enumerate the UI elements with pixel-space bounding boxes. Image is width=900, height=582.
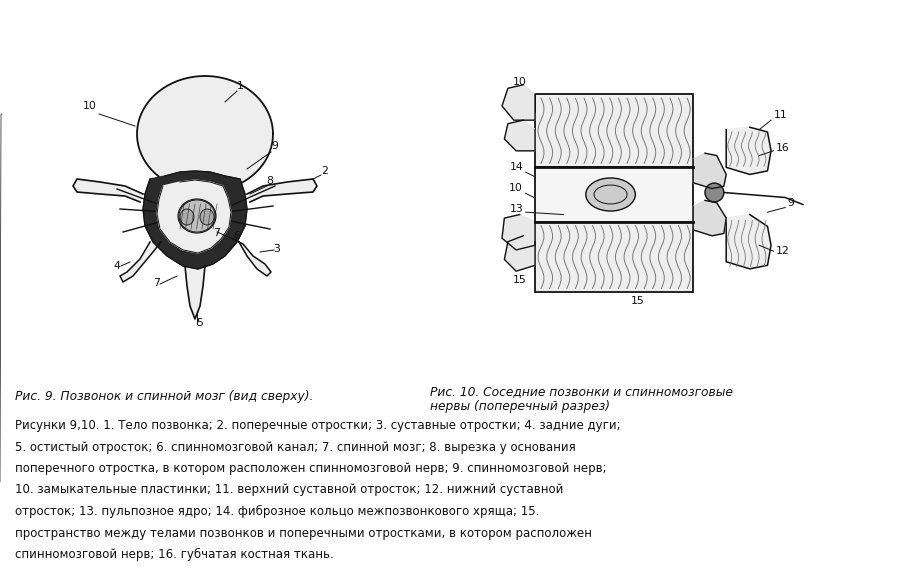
Polygon shape xyxy=(502,85,535,120)
Text: поперечного отростка, в котором расположен спинномозговой нерв; 9. спинномозгово: поперечного отростка, в котором располож… xyxy=(15,462,607,475)
Polygon shape xyxy=(120,242,161,282)
Text: 15: 15 xyxy=(631,296,644,306)
Ellipse shape xyxy=(705,183,724,202)
Text: 2: 2 xyxy=(321,166,328,176)
Text: Рис. 9. Позвонок и спинной мозг (вид сверху).: Рис. 9. Позвонок и спинной мозг (вид све… xyxy=(15,390,313,403)
Polygon shape xyxy=(535,222,693,292)
Polygon shape xyxy=(185,266,205,319)
Ellipse shape xyxy=(178,199,216,233)
Polygon shape xyxy=(233,239,271,276)
Text: Рис. 10. Соседние позвонки и спинномозговые
нервы (поперечный разрез): Рис. 10. Соседние позвонки и спинномозго… xyxy=(430,385,733,413)
Polygon shape xyxy=(157,180,231,253)
Polygon shape xyxy=(247,179,317,202)
Ellipse shape xyxy=(200,209,214,225)
Text: 3: 3 xyxy=(274,244,281,254)
Text: Рисунки 9,10. 1. Тело позвонка; 2. поперечные отростки; 3. суставные отростки; 4: Рисунки 9,10. 1. Тело позвонка; 2. попер… xyxy=(15,419,621,432)
Polygon shape xyxy=(143,171,247,269)
Polygon shape xyxy=(535,94,693,168)
Text: 10: 10 xyxy=(513,77,526,87)
Text: 16: 16 xyxy=(776,143,789,153)
Text: спинномозговой нерв; 16. губчатая костная ткань.: спинномозговой нерв; 16. губчатая костна… xyxy=(15,548,334,561)
Text: 15: 15 xyxy=(513,275,526,285)
Text: 9: 9 xyxy=(788,198,795,208)
Polygon shape xyxy=(693,200,726,236)
Text: 6: 6 xyxy=(234,231,240,241)
Text: 5: 5 xyxy=(196,318,203,328)
Text: 10: 10 xyxy=(509,183,523,193)
Text: 8: 8 xyxy=(266,176,274,186)
Polygon shape xyxy=(693,153,726,189)
Text: 1: 1 xyxy=(237,81,243,91)
Polygon shape xyxy=(726,215,771,269)
Text: 14: 14 xyxy=(509,162,523,172)
Polygon shape xyxy=(504,120,535,151)
Polygon shape xyxy=(502,215,535,250)
Text: 10. замыкательные пластинки; 11. верхний суставной отросток; 12. нижний суставно: 10. замыкательные пластинки; 11. верхний… xyxy=(15,484,563,496)
Text: 7: 7 xyxy=(154,278,160,288)
Polygon shape xyxy=(726,127,771,175)
Text: 4: 4 xyxy=(113,261,121,271)
Text: пространство между телами позвонков и поперечными отростками, в котором располож: пространство между телами позвонков и по… xyxy=(15,527,592,540)
Text: 9: 9 xyxy=(272,141,278,151)
Text: 13: 13 xyxy=(509,204,523,214)
Polygon shape xyxy=(137,76,273,192)
Text: 12: 12 xyxy=(776,246,789,255)
Text: 7: 7 xyxy=(213,228,220,238)
Polygon shape xyxy=(73,179,143,202)
Polygon shape xyxy=(535,168,693,222)
Ellipse shape xyxy=(180,209,194,225)
Text: 11: 11 xyxy=(773,110,788,120)
Ellipse shape xyxy=(586,178,635,211)
Polygon shape xyxy=(504,236,535,271)
Text: отросток; 13. пульпозное ядро; 14. фиброзное кольцо межпозвонкового хряща; 15.: отросток; 13. пульпозное ядро; 14. фибро… xyxy=(15,505,539,518)
Text: 5. остистый отросток; 6. спинномозговой канал; 7. спинной мозг; 8. вырезка у осн: 5. остистый отросток; 6. спинномозговой … xyxy=(15,441,576,453)
Text: 10: 10 xyxy=(83,101,97,111)
